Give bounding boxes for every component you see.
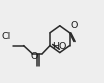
Text: O: O	[31, 52, 38, 61]
Text: O: O	[70, 21, 77, 30]
Text: HO: HO	[53, 42, 67, 51]
Text: Cl: Cl	[2, 32, 11, 41]
